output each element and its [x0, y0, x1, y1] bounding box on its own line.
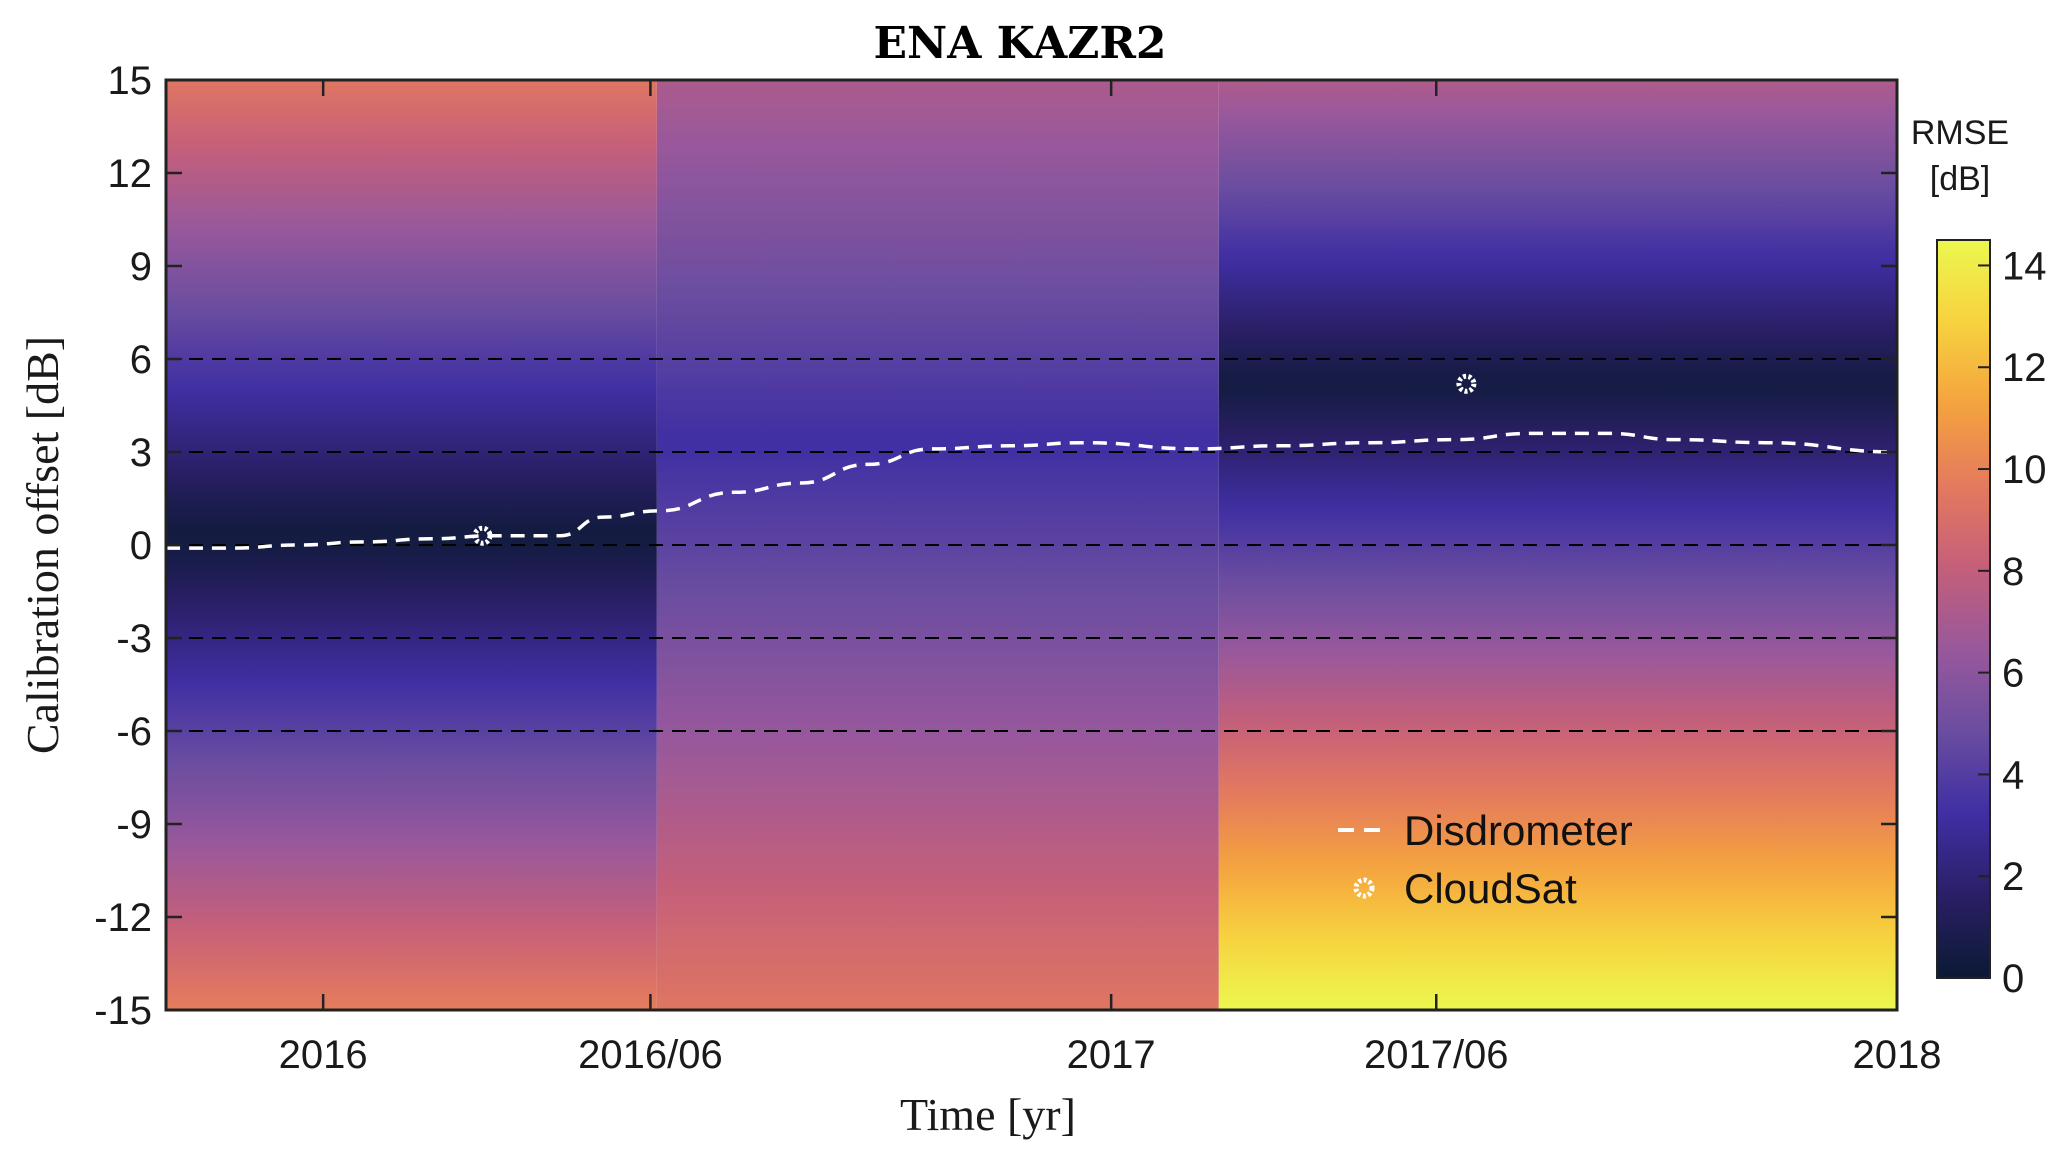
chart-title: ENA KAZR2: [873, 18, 1166, 69]
y-tick-label: -6: [116, 710, 152, 754]
y-tick-label: 15: [108, 59, 153, 103]
colorbar-tick-label: 10: [2002, 448, 2047, 492]
x-tick-label: 2016/06: [578, 1033, 723, 1077]
series-layer: [165, 373, 1898, 550]
colorbar-title-line2: [dB]: [1930, 160, 1990, 198]
colorbar-tick-label: 8: [2002, 550, 2024, 594]
x-tick-label: 2018: [1853, 1033, 1942, 1077]
legend-disdrometer-label: Disdrometer: [1404, 807, 1633, 854]
y-axis-label: Calibration offset [dB]: [17, 336, 68, 754]
colorbar-tick-label: 6: [2002, 652, 2024, 696]
y-tick-label: 3: [130, 431, 152, 475]
y-tick-label: -9: [116, 803, 152, 847]
y-axis-ticks: 15 12 9 6 3 0 -3 -6 -9 -12 -15: [94, 59, 1897, 1033]
y-tick-label: -12: [94, 896, 152, 940]
series-disdrometer-line: [165, 431, 1898, 550]
reference-lines: [166, 358, 1897, 732]
series-cloudsat-point: [1456, 373, 1477, 394]
y-tick-label: 9: [130, 245, 152, 289]
series-cloudsat-point: [472, 525, 493, 546]
colorbar: RMSE [dB] 0 2 4 6 8 10 12 14: [1911, 114, 2047, 1001]
colorbar-ticks: 0 2 4 6 8 10 12 14: [1978, 244, 2047, 1001]
legend-cloudsat-swatch: [1353, 877, 1375, 899]
x-tick-label: 2017: [1067, 1033, 1156, 1077]
x-axis-label: Time [yr]: [900, 1089, 1076, 1140]
colorbar-title-line1: RMSE: [1911, 114, 2009, 152]
colorbar-gradient: [1936, 239, 1991, 979]
y-tick-label: 0: [130, 524, 152, 568]
colorbar-tick-label: 2: [2002, 855, 2024, 899]
colorbar-tick-label: 4: [2002, 753, 2024, 797]
x-axis-ticks: 2016 2016/06 2017 2017/06 2018: [279, 80, 1942, 1077]
legend: Disdrometer CloudSat: [1338, 807, 1633, 912]
colorbar-tick-label: 0: [2002, 957, 2024, 1001]
y-tick-label: 6: [130, 338, 152, 382]
x-tick-label: 2017/06: [1364, 1033, 1509, 1077]
x-tick-label: 2016: [279, 1033, 368, 1077]
colorbar-tick-label: 14: [2002, 244, 2047, 288]
legend-cloudsat-label: CloudSat: [1404, 865, 1577, 912]
y-tick-label: 12: [108, 152, 153, 196]
y-tick-label: -3: [116, 617, 152, 661]
colorbar-tick-label: 12: [2002, 346, 2047, 390]
y-tick-label: -15: [94, 989, 152, 1033]
